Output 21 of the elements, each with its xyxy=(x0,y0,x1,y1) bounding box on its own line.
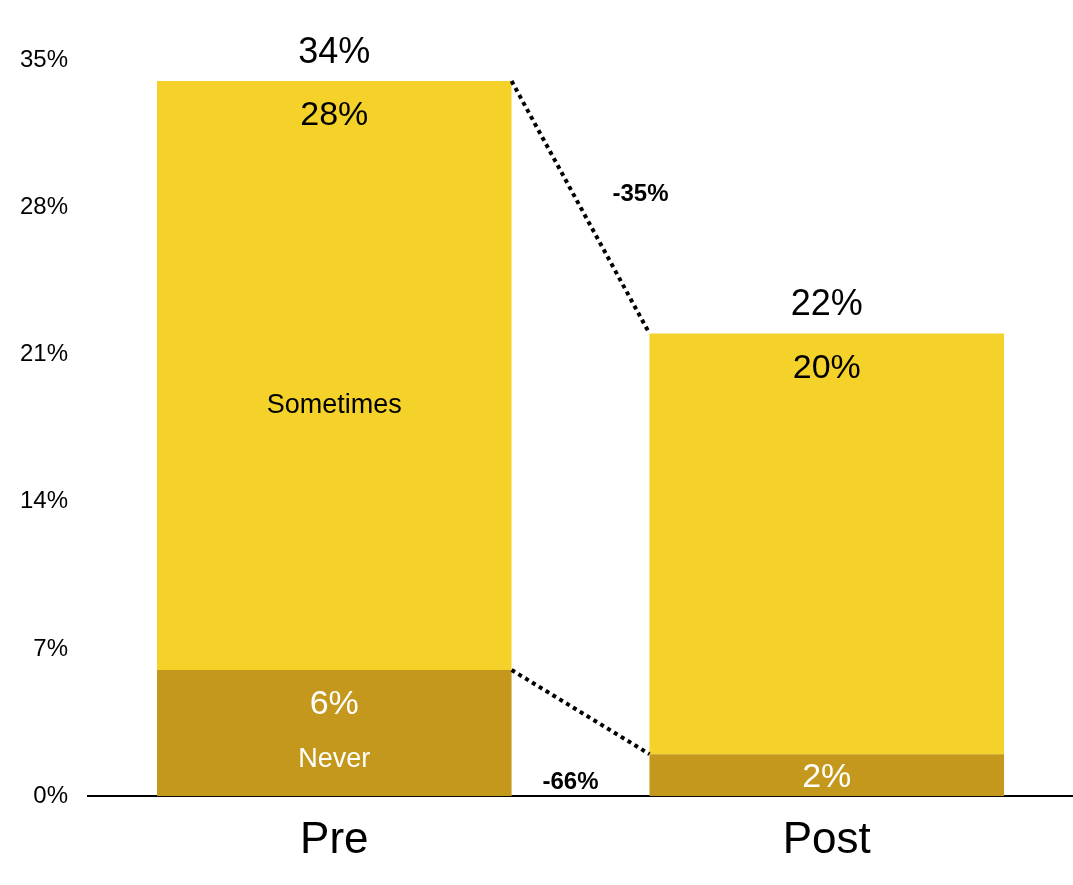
series-label: Never xyxy=(298,743,371,774)
data-label: 6% xyxy=(309,683,359,722)
y-tick-label: 0% xyxy=(33,780,69,808)
x-tick-label: Pre xyxy=(300,812,369,862)
y-tick-label: 21% xyxy=(19,339,69,367)
y-tick-label: 7% xyxy=(33,633,69,661)
y-tick-label: 35% xyxy=(19,44,69,72)
x-tick-label: Post xyxy=(782,812,871,862)
data-label: 2% xyxy=(802,755,852,794)
series-label: Sometimes xyxy=(266,388,402,419)
annotation: -35% xyxy=(612,179,669,207)
bar xyxy=(649,754,1005,797)
annotation: -66% xyxy=(542,766,599,794)
total-label: 34% xyxy=(298,29,371,71)
bar xyxy=(156,81,512,670)
data-label: 20% xyxy=(792,346,861,385)
data-label: 28% xyxy=(300,94,369,133)
y-tick-label: 14% xyxy=(19,486,69,514)
y-tick-label: 28% xyxy=(19,191,69,219)
bar xyxy=(649,333,1005,755)
total-label: 22% xyxy=(790,282,863,324)
